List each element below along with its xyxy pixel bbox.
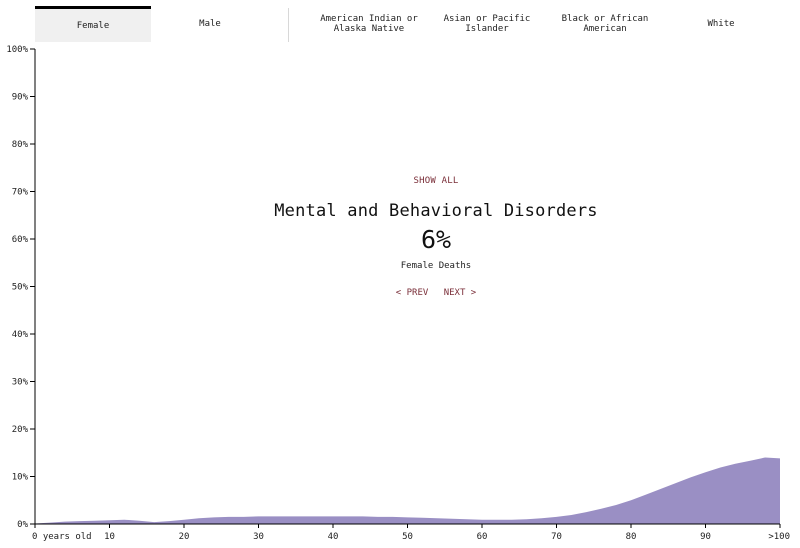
x-tick-label: 30 — [253, 532, 264, 542]
cause-title: Mental and Behavioral Disorders — [274, 201, 598, 221]
tab-male[interactable]: Male — [199, 19, 221, 29]
tab-black-or-african-american[interactable]: Black or African American — [561, 14, 649, 34]
y-tick-label: 60% — [12, 235, 29, 245]
y-tick-label: 0% — [17, 520, 28, 530]
x-tick-label: >100 — [768, 532, 790, 542]
deaths-area — [35, 457, 780, 524]
tab-white[interactable]: White — [707, 19, 735, 29]
x-tick-label: 0 years old — [32, 532, 92, 542]
y-tick-label: 70% — [12, 188, 29, 198]
x-axis: 0 years old 10 20 30 40 50 60 70 80 90 >100 — [32, 523, 790, 542]
y-tick-label: 90% — [12, 93, 29, 103]
y-axis: 0% 10% 20% 30% 40% 50% 60% 70% 80% 90% 100% — [6, 45, 36, 530]
prev-button[interactable]: < PREV — [395, 288, 429, 298]
tab-american-indian-or-alaska-native[interactable]: American Indian or Alaska Native — [320, 14, 418, 34]
y-tick-label: 20% — [12, 425, 29, 435]
x-tick-label: 20 — [179, 532, 190, 542]
x-tick-label: 90 — [700, 532, 711, 542]
x-tick-label: 80 — [626, 532, 637, 542]
y-tick-label: 50% — [12, 283, 29, 293]
pager: < PREV NEXT > — [235, 288, 637, 298]
cause-subtitle: Female Deaths — [400, 261, 472, 271]
next-button[interactable]: NEXT > — [443, 288, 477, 298]
filter-tabs: Female Male American Indian or Alaska Na… — [0, 0, 800, 44]
tab-female[interactable]: Female — [35, 6, 151, 42]
y-tick-label: 40% — [12, 330, 29, 340]
y-tick-label: 80% — [12, 140, 29, 150]
x-tick-label: 10 — [104, 532, 115, 542]
x-tick-label: 40 — [328, 532, 339, 542]
tab-divider — [288, 8, 289, 42]
y-tick-label: 10% — [12, 473, 29, 483]
y-tick-label: 30% — [12, 378, 29, 388]
cause-percentage: 6% — [420, 225, 452, 254]
cause-overlay: SHOW ALL Mental and Behavioral Disorders… — [235, 176, 637, 298]
x-tick-label: 50 — [402, 532, 413, 542]
tab-asian-or-pacific-islander[interactable]: Asian or Pacific Islander — [443, 14, 531, 34]
show-all-link[interactable]: SHOW ALL — [413, 176, 459, 186]
y-tick-label: 100% — [6, 45, 28, 55]
x-tick-label: 70 — [551, 532, 562, 542]
x-tick-label: 60 — [477, 532, 488, 542]
